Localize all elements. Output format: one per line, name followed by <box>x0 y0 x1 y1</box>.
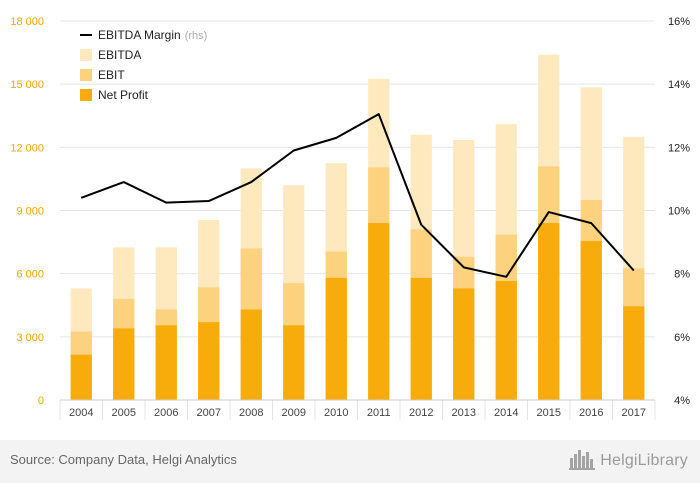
legend-swatch-net-profit <box>80 89 92 101</box>
legend-swatch-ebit <box>80 69 92 81</box>
x-tick-label: 2007 <box>197 407 221 419</box>
x-tick-label: 2014 <box>494 407 518 419</box>
bar-net-profit <box>453 288 475 400</box>
left-tick-label: 15 000 <box>10 79 44 91</box>
bars <box>70 54 645 401</box>
bar-net-profit <box>240 309 262 400</box>
legend: EBITDA Margin (rhs) EBITDA EBIT Net Profit <box>80 28 207 102</box>
bar-net-profit <box>495 281 517 400</box>
left-tick-label: 18 000 <box>10 16 44 28</box>
legend-label-net-profit: Net Profit <box>98 88 149 102</box>
source-note: Source: Company Data, Helgi Analytics <box>10 452 237 467</box>
ebitda-margin-line <box>80 113 635 278</box>
left-tick-label: 0 <box>38 395 44 407</box>
x-tick-label: 2016 <box>579 407 603 419</box>
legend-label-ebit: EBIT <box>98 68 125 82</box>
bar-net-profit <box>198 322 220 400</box>
legend-swatch-ebitda <box>80 49 92 61</box>
helgi-library-logo[interactable]: HelgiLibrary <box>569 449 688 473</box>
bar-net-profit <box>538 223 560 400</box>
x-tick-label: 2005 <box>112 407 136 419</box>
bar-net-profit <box>623 306 645 400</box>
x-tick-label: 2004 <box>69 407 93 419</box>
axes: 0 4% 3 000 6% 6 000 8% 9 000 10% 12 000 12% 15 000… <box>10 16 690 419</box>
right-tick-label: 6% <box>674 332 690 344</box>
legend-label-ebitda-margin: EBITDA Margin (rhs) <box>98 28 207 42</box>
gridlines <box>59 20 656 420</box>
right-tick-label: 16% <box>668 16 690 28</box>
legend-label-ebitda: EBITDA <box>98 48 141 62</box>
bar-net-profit <box>410 277 432 400</box>
left-tick-label: 12 000 <box>10 142 44 154</box>
right-tick-label: 10% <box>668 206 690 218</box>
ebitda-margin-polyline <box>80 113 635 278</box>
x-tick-label: 2012 <box>409 407 433 419</box>
footer: Source: Company Data, Helgi Analytics He… <box>0 440 700 483</box>
x-tick-label: 2015 <box>537 407 561 419</box>
left-tick-label: 6 000 <box>16 269 44 281</box>
city-skyline-icon <box>569 448 596 475</box>
chart: 0 4% 3 000 6% 6 000 8% 9 000 10% 12 000 12% 15 000… <box>10 16 690 420</box>
x-tick-label: 2006 <box>154 407 178 419</box>
right-tick-label: 8% <box>674 269 690 281</box>
x-tick-label: 2011 <box>367 407 391 419</box>
right-tick-label: 14% <box>668 79 690 91</box>
bar-net-profit <box>580 241 602 400</box>
bar-net-profit <box>70 354 92 400</box>
x-tick-label: 2013 <box>452 407 476 419</box>
right-tick-label: 12% <box>668 142 690 154</box>
left-tick-label: 9 000 <box>16 206 44 218</box>
bar-net-profit <box>113 328 135 400</box>
brand-name: HelgiLibrary <box>600 452 688 469</box>
bar-net-profit <box>368 223 390 400</box>
left-tick-label: 3 000 <box>16 332 44 344</box>
bar-net-profit <box>283 325 305 400</box>
x-tick-label: 2010 <box>324 407 348 419</box>
legend-rhs-note: (rhs) <box>185 30 208 42</box>
bar-net-profit <box>155 325 177 400</box>
x-tick-label: 2009 <box>282 407 306 419</box>
x-tick-label: 2008 <box>239 407 263 419</box>
right-tick-label: 4% <box>674 395 690 407</box>
bar-net-profit <box>325 277 347 400</box>
x-tick-label: 2017 <box>622 407 646 419</box>
